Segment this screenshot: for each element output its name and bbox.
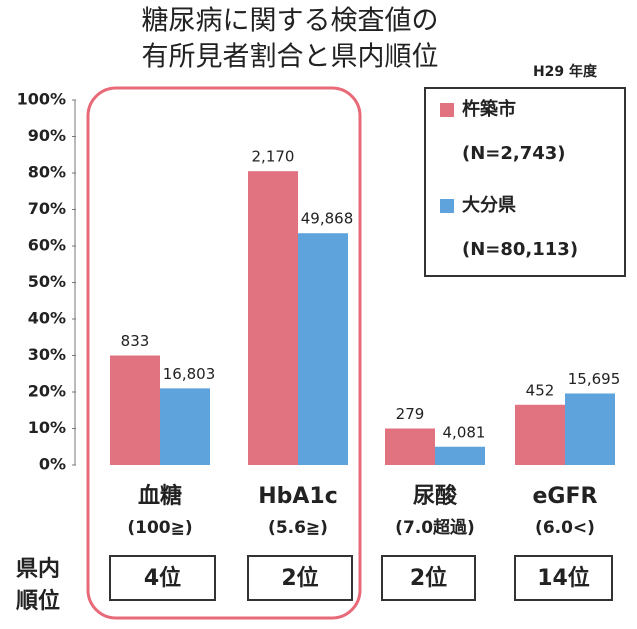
bar xyxy=(385,428,435,465)
chart-title: 有所見者割合と県内順位 xyxy=(142,42,439,73)
y-tick-label: 100% xyxy=(17,90,66,109)
y-tick-label: 90% xyxy=(28,126,66,145)
y-tick-label: 80% xyxy=(28,163,66,182)
ranking: 4位 xyxy=(144,565,181,591)
bar xyxy=(110,355,160,465)
x-tick-label: 尿酸 xyxy=(413,484,458,509)
ranking-label: 県内 xyxy=(16,557,60,582)
ranking-box xyxy=(514,555,613,601)
data-label: 16,803 xyxy=(163,365,216,383)
x-tick-label: HbA1c xyxy=(258,484,338,509)
y-tick-label: 60% xyxy=(28,236,66,255)
y-tick-label: 50% xyxy=(28,272,66,291)
legend-n: (N=80,113) xyxy=(462,239,578,260)
category-note: (7.0超過) xyxy=(395,517,475,538)
bar xyxy=(515,404,565,465)
legend-swatch xyxy=(440,199,454,213)
data-label: 15,695 xyxy=(568,370,621,388)
ranking-label: 順位 xyxy=(16,588,60,614)
category-note: (6.0<) xyxy=(535,518,595,538)
legend-label: 大分県 xyxy=(462,194,516,216)
subtitle: H29 年度 xyxy=(533,63,598,80)
data-label: 49,868 xyxy=(301,210,354,228)
data-label: 833 xyxy=(121,332,150,350)
y-tick-label: 0% xyxy=(39,455,66,474)
x-tick-label: eGFR xyxy=(533,484,598,509)
bar xyxy=(298,233,348,465)
bar xyxy=(435,446,485,465)
y-tick-label: 70% xyxy=(28,199,66,218)
ranking-box xyxy=(381,555,476,601)
legend-n: (N=2,743) xyxy=(462,143,566,164)
legend-box xyxy=(424,87,626,277)
bar xyxy=(160,388,210,465)
ranking-box xyxy=(109,555,216,601)
y-tick-label: 40% xyxy=(28,309,66,328)
y-tick-label: 20% xyxy=(28,382,66,401)
legend-label: 杵築市 xyxy=(462,98,516,120)
bar xyxy=(248,171,298,466)
category-note: (100≧) xyxy=(127,518,192,538)
data-label: 452 xyxy=(526,381,555,399)
category-note: (5.6≧) xyxy=(268,518,328,538)
ranking: 2位 xyxy=(410,565,447,591)
ranking: 2位 xyxy=(281,565,318,591)
ranking-box xyxy=(247,555,353,601)
data-label: 4,081 xyxy=(443,423,486,441)
chart-title: 糖尿病に関する検査値の xyxy=(142,6,439,37)
data-label: 2,170 xyxy=(252,148,295,166)
highlight-frame xyxy=(86,86,362,620)
ranking: 14位 xyxy=(537,565,590,591)
legend-swatch xyxy=(440,103,454,117)
x-tick-label: 血糖 xyxy=(138,483,182,509)
data-label: 279 xyxy=(396,405,425,423)
bar xyxy=(565,393,615,465)
y-tick-label: 10% xyxy=(28,418,66,437)
y-tick-label: 30% xyxy=(28,345,66,364)
